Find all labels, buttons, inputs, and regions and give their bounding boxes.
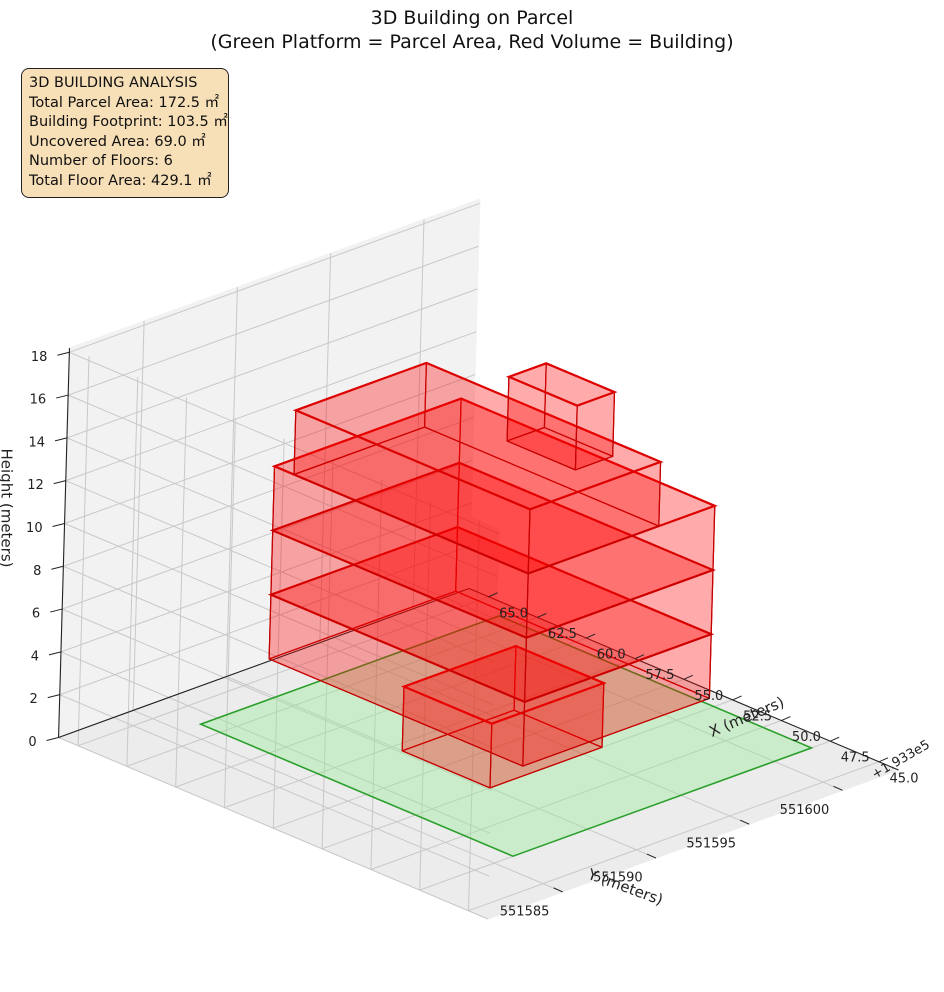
- floor-box-1: [400, 644, 607, 789]
- z-tick-mark: [51, 565, 64, 570]
- chart-title-line-1: 3D Building on Parcel: [370, 7, 574, 29]
- floor-top-outline: [400, 644, 607, 725]
- y-tick-label: 551590: [593, 871, 643, 886]
- x-tick-label: 65.0: [499, 606, 528, 621]
- x-tick-mark: [683, 674, 694, 680]
- y-axis-line: [58, 588, 470, 738]
- x-tick-label: 45.0: [890, 771, 919, 786]
- z-tick-label: 4: [31, 649, 39, 664]
- z-tick-mark: [53, 480, 66, 485]
- floor-box-5: [292, 361, 664, 575]
- x-tick-mark: [537, 612, 547, 618]
- x-tick-label: 47.5: [841, 751, 870, 766]
- info-parcel-area: Total Parcel Area: 172.5 ㎡: [29, 94, 220, 111]
- y-tick-mark: [833, 785, 843, 791]
- x-tick-label: 62.5: [548, 627, 577, 642]
- info-footprint: Building Footprint: 103.5 ㎡: [29, 114, 228, 131]
- chart-title: 3D Building on Parcel (Green Platform = …: [0, 6, 944, 54]
- x-tick-label: 52.5: [743, 709, 772, 724]
- z-tick-mark: [48, 651, 62, 656]
- z-tick-mark: [54, 437, 68, 442]
- y-tick-mark: [646, 853, 657, 859]
- x-tick-label: 50.0: [792, 730, 821, 745]
- z-tick-label: 16: [30, 393, 47, 408]
- z-tick-mark: [47, 694, 60, 699]
- z-tick-label: 10: [26, 521, 43, 536]
- x-tick-mark: [732, 695, 742, 701]
- x-tick-mark: [585, 633, 596, 639]
- x-tick-mark: [634, 654, 645, 660]
- parcel-platform: [198, 615, 814, 858]
- z-tick-label: 6: [32, 607, 40, 622]
- x-tick-label: 55.0: [694, 689, 723, 704]
- floor-top-outline: [292, 361, 664, 511]
- floor-top-outline: [505, 362, 618, 407]
- z-tick-label: 0: [28, 735, 36, 750]
- y-tick-label: 551600: [780, 803, 830, 818]
- parcel-polygon: [198, 615, 814, 858]
- z-axis-line: [58, 347, 71, 738]
- z-tick-label: 12: [27, 478, 44, 493]
- y-tick-label: 551595: [686, 837, 736, 852]
- z-tick-mark: [56, 394, 69, 399]
- x-tick-mark: [488, 592, 498, 598]
- x-tick-label: 57.5: [646, 668, 675, 683]
- z-tick-mark: [52, 522, 65, 527]
- z-tick-label: 14: [28, 435, 45, 450]
- floor-box-6: [505, 362, 618, 471]
- info-floor-area: Total Floor Area: 429.1 ㎡: [29, 172, 212, 189]
- info-floors: Number of Floors: 6: [29, 153, 173, 170]
- info-uncovered-area: Uncovered Area: 69.0 ㎡: [29, 133, 206, 150]
- z-tick-label: 18: [31, 350, 48, 365]
- x-tick-label: 60.0: [597, 648, 626, 663]
- z-tick-label: 8: [33, 564, 41, 579]
- x-tick-mark: [781, 716, 791, 721]
- floor-box-4: [271, 397, 718, 639]
- info-heading: 3D BUILDING ANALYSIS: [29, 75, 198, 91]
- building-volume: [267, 361, 718, 789]
- x-tick-mark: [829, 736, 840, 742]
- z-tick-mark: [46, 736, 59, 741]
- z-axis-label: Height (meters): [0, 449, 16, 568]
- chart-title-line-2: (Green Platform = Parcel Area, Red Volum…: [210, 31, 734, 53]
- z-tick-mark: [57, 351, 70, 356]
- y-tick-mark: [553, 887, 563, 893]
- z-tick-label: 2: [30, 692, 38, 707]
- z-tick-mark: [50, 608, 63, 613]
- y-tick-label: 551585: [500, 904, 550, 919]
- analysis-info-box: 3D BUILDING ANALYSIS Total Parcel Area: …: [21, 68, 229, 198]
- x-tick-mark: [878, 757, 889, 763]
- y-tick-mark: [740, 819, 750, 825]
